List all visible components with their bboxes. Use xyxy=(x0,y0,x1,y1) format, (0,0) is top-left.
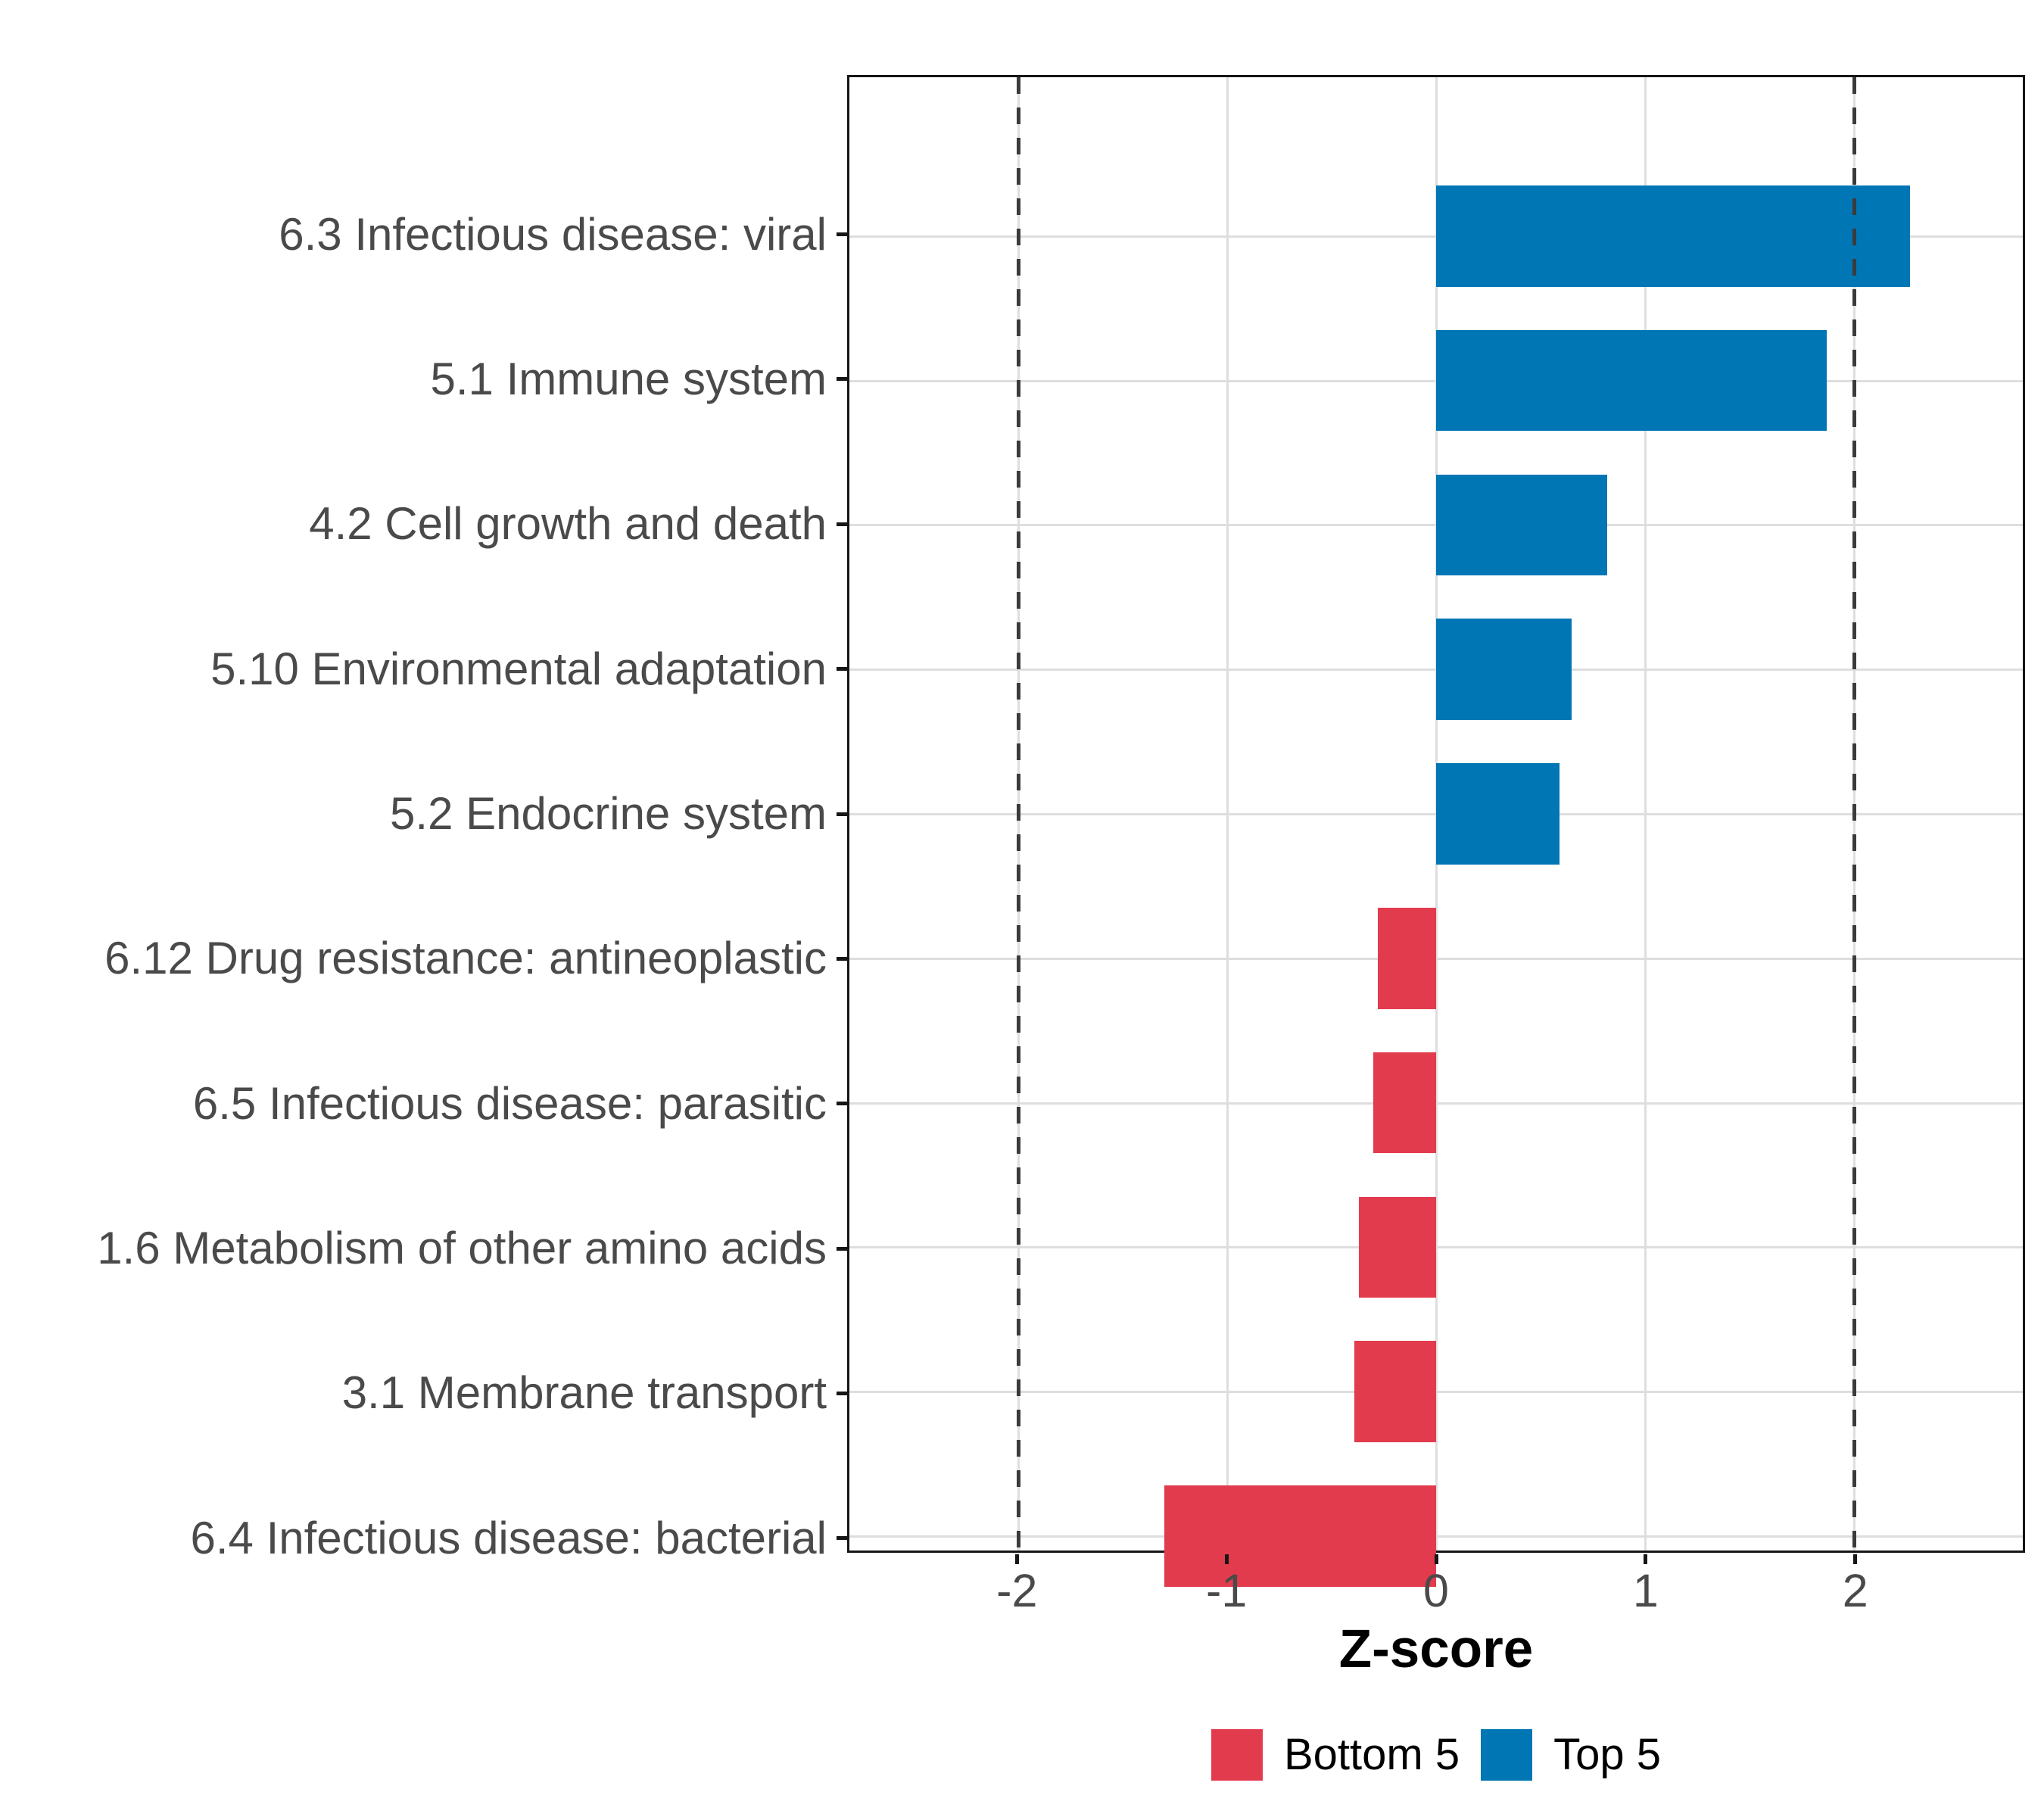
y-tick-mark xyxy=(837,1536,847,1541)
legend-label-bottom5: Bottom 5 xyxy=(1283,1730,1460,1779)
gridline-vertical xyxy=(1226,77,1229,1551)
x-tick-mark xyxy=(1224,1554,1229,1564)
bar-bottom5 xyxy=(1354,1341,1436,1442)
bar-top5 xyxy=(1436,329,1827,432)
y-tick-mark xyxy=(837,956,847,961)
category-label: 6.3 Infectious disease: viral xyxy=(279,208,827,260)
x-tick-label: 0 xyxy=(1423,1565,1449,1616)
bar-bottom5 xyxy=(1373,1052,1436,1154)
category-label: 6.12 Drug resistance: antineoplastic xyxy=(104,933,827,984)
x-tick-mark xyxy=(1014,1554,1019,1564)
category-label: 5.2 Endocrine system xyxy=(390,788,827,839)
y-tick-mark xyxy=(837,377,847,382)
bar-bottom5 xyxy=(1358,1196,1436,1298)
x-tick-mark xyxy=(1644,1554,1648,1564)
x-tick-label: -1 xyxy=(1206,1565,1248,1616)
y-tick-mark xyxy=(837,812,847,816)
category-label: 6.5 Infectious disease: parasitic xyxy=(192,1077,827,1129)
legend-swatch-top5 xyxy=(1481,1729,1533,1781)
plot-panel xyxy=(847,75,2025,1587)
y-tick-mark xyxy=(837,1246,847,1251)
category-label: 6.4 Infectious disease: bacterial xyxy=(190,1512,827,1563)
y-tick-mark xyxy=(837,667,847,672)
y-tick-mark xyxy=(837,1102,847,1106)
legend-item-top5: Top 5 xyxy=(1481,1729,1661,1781)
category-label: 4.2 Cell growth and death xyxy=(309,498,827,550)
x-axis-title: Z-score xyxy=(1338,1619,1534,1679)
category-label: 3.1 Membrane transport xyxy=(341,1367,827,1419)
bar-top5 xyxy=(1436,185,1911,287)
bar-top5 xyxy=(1436,474,1608,576)
legend-label-top5: Top 5 xyxy=(1553,1730,1661,1779)
x-tick-label: -2 xyxy=(996,1565,1038,1616)
x-tick-label: 2 xyxy=(1842,1565,1868,1616)
y-tick-mark xyxy=(837,1391,847,1395)
x-tick-label: 1 xyxy=(1632,1565,1659,1616)
category-label: 1.6 Metabolism of other amino acids xyxy=(97,1223,827,1274)
legend-swatch-bottom5 xyxy=(1211,1729,1263,1781)
bar-bottom5 xyxy=(1377,907,1436,1009)
y-tick-mark xyxy=(837,522,847,526)
bar-top5 xyxy=(1436,619,1572,720)
x-tick-mark xyxy=(1853,1554,1858,1564)
reference-line-dashed xyxy=(1017,77,1021,1551)
category-label: 5.10 Environmental adaptation xyxy=(210,643,827,694)
gridline-vertical xyxy=(1644,77,1647,1551)
legend-item-bottom5: Bottom 5 xyxy=(1211,1729,1460,1781)
bar-bottom5 xyxy=(1164,1485,1436,1587)
category-label: 5.1 Immune system xyxy=(430,353,827,404)
y-tick-mark xyxy=(837,232,847,236)
x-tick-mark xyxy=(1434,1554,1438,1564)
legend: Bottom 5 Top 5 xyxy=(847,1729,2025,1781)
reference-line-dashed xyxy=(1852,77,1856,1551)
bar-top5 xyxy=(1436,763,1559,865)
